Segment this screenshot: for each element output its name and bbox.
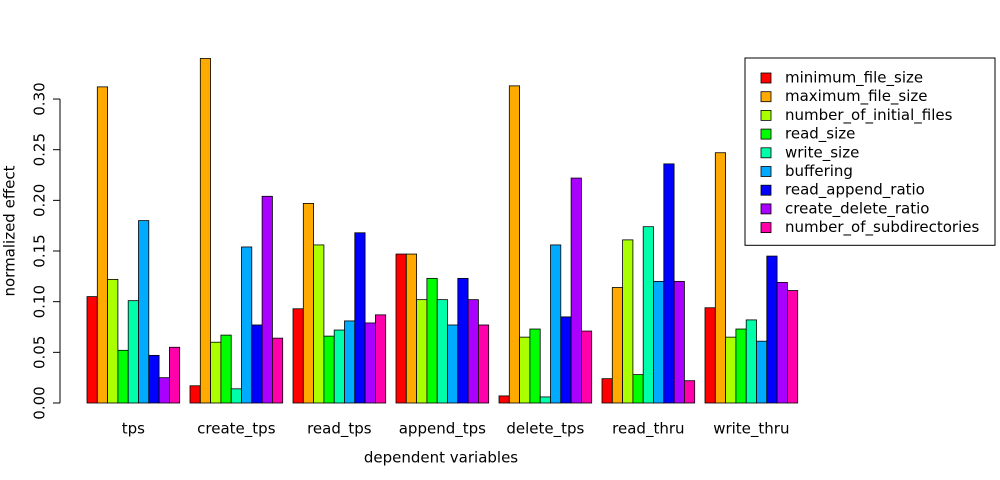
x-tick-label: delete_tps	[506, 420, 584, 439]
bar	[529, 328, 541, 404]
legend-label: read_size	[785, 125, 855, 144]
bar	[416, 299, 428, 404]
bar	[354, 232, 366, 404]
legend-label: minimum_file_size	[785, 69, 923, 88]
bar	[673, 281, 685, 404]
bar	[570, 177, 582, 404]
bar	[313, 244, 325, 404]
legend-swatch	[760, 110, 772, 121]
bar	[96, 86, 109, 404]
x-tick-label: write_thru	[713, 420, 789, 439]
bar	[498, 395, 510, 404]
bar	[374, 314, 387, 404]
bar	[539, 396, 551, 404]
legend-label: read_append_ratio	[785, 181, 925, 200]
bar	[632, 374, 644, 404]
legend-label: number_of_initial_files	[785, 106, 953, 125]
bar	[344, 320, 356, 404]
bar	[601, 378, 613, 404]
bar	[745, 319, 757, 404]
bar	[560, 316, 572, 404]
bar	[189, 385, 201, 404]
bar	[766, 255, 778, 404]
y-tick-label: 0.00	[31, 386, 49, 419]
bar	[787, 290, 799, 404]
bar	[508, 85, 520, 404]
bar	[271, 337, 284, 404]
bar	[302, 202, 314, 404]
bar	[457, 277, 469, 404]
bar	[86, 296, 98, 404]
bar	[447, 324, 459, 404]
legend-box	[744, 57, 996, 246]
bar	[364, 322, 376, 404]
bar	[704, 307, 716, 404]
bar	[550, 244, 562, 404]
y-tick-label: 0.10	[31, 285, 49, 318]
legend-label: number_of_subdirectories	[785, 218, 979, 237]
bar	[220, 334, 232, 404]
bar	[251, 324, 263, 404]
legend-swatch	[760, 72, 772, 84]
bar	[426, 277, 438, 404]
legend-swatch	[760, 128, 772, 140]
bar	[477, 324, 490, 404]
y-tick-label: 0.15	[31, 234, 49, 267]
legend-swatch	[760, 147, 772, 159]
bar	[776, 282, 788, 404]
bar	[467, 299, 479, 404]
legend-label: maximum_file_size	[785, 87, 928, 106]
bar	[199, 58, 212, 404]
bar	[611, 287, 623, 404]
bar	[622, 239, 634, 404]
bar	[395, 253, 407, 404]
legend-swatch	[760, 184, 772, 196]
x-axis-label: dependent variables	[364, 449, 518, 467]
legend-swatch	[760, 203, 772, 215]
bar	[684, 380, 696, 404]
bar	[725, 336, 737, 404]
bar	[292, 308, 304, 404]
bar	[436, 299, 448, 404]
bar	[405, 253, 417, 404]
bar	[127, 300, 139, 404]
x-tick-label: tps	[122, 420, 145, 438]
bar	[210, 341, 222, 404]
bar	[663, 163, 675, 404]
bar	[230, 388, 242, 404]
bar	[642, 226, 654, 404]
legend-swatch	[760, 166, 772, 177]
bar	[148, 354, 160, 404]
y-tick-label: 0.30	[31, 82, 49, 115]
x-tick-label: create_tps	[197, 420, 276, 439]
y-tick-label: 0.05	[31, 336, 49, 369]
x-tick-label: read_tps	[307, 420, 372, 439]
bar	[581, 330, 593, 404]
bar	[261, 195, 273, 404]
bar	[168, 346, 181, 404]
bar	[756, 340, 768, 404]
bar	[714, 152, 726, 404]
y-tick-label: 0.25	[31, 133, 49, 166]
y-axis-label: normalized effect	[1, 165, 19, 296]
bar	[107, 278, 119, 404]
bar	[323, 335, 335, 404]
legend-label: create_delete_ratio	[785, 199, 929, 218]
legend-label: buffering	[785, 162, 853, 180]
y-tick-label: 0.20	[31, 184, 49, 217]
bar	[138, 220, 150, 404]
bar	[519, 336, 531, 404]
bar	[735, 328, 747, 404]
bar	[158, 377, 170, 404]
x-tick-label: append_tps	[399, 420, 486, 439]
bar	[117, 349, 129, 404]
bar	[653, 281, 665, 404]
bar	[333, 329, 345, 404]
x-tick-label: read_thru	[612, 420, 684, 439]
legend-swatch	[760, 222, 772, 234]
legend-swatch	[760, 91, 772, 103]
bar	[241, 246, 253, 404]
legend-label: write_size	[785, 143, 859, 162]
